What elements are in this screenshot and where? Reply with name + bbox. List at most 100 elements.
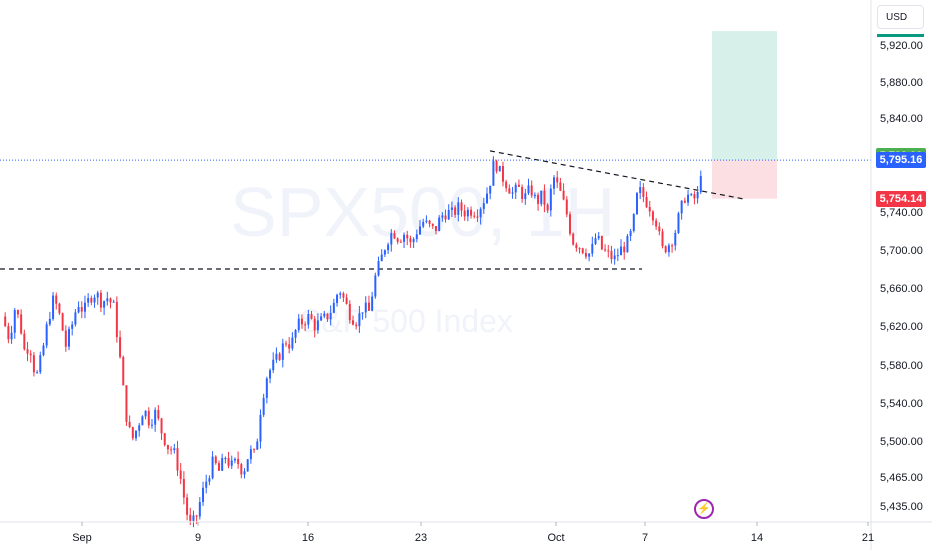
candle-body (498, 165, 501, 172)
candle-body (336, 294, 339, 303)
candle-body (390, 233, 393, 245)
candle-body (208, 478, 211, 482)
candle-body (393, 233, 396, 239)
candle-body (157, 409, 160, 419)
currency-button[interactable]: USD (877, 5, 924, 29)
candle-body (13, 310, 16, 333)
candle-body (221, 458, 224, 471)
candle-body (230, 460, 233, 466)
candle-body (313, 318, 316, 331)
candle-body (300, 318, 303, 325)
candle-body (642, 187, 645, 198)
time-tick-label: 7 (642, 532, 648, 544)
price-axis[interactable]: 5,920.00 5,880.00 5,840.00 5,740.00 5,700.00… (880, 40, 923, 513)
candle-body (198, 502, 201, 517)
candle-body (387, 244, 390, 251)
candle-body (32, 355, 35, 373)
candle-body (103, 301, 106, 308)
candle-body (323, 313, 326, 317)
candle-body (249, 449, 252, 460)
watermark: SPX500, 1H S&P 500 Index (230, 173, 615, 339)
candle-body (128, 421, 131, 428)
candle-body (565, 199, 568, 215)
candle-body (96, 292, 99, 298)
candle-body (265, 378, 268, 398)
candle-body (138, 425, 141, 431)
candles[interactable] (4, 156, 702, 528)
candle-body (99, 292, 102, 308)
candle-body (568, 214, 571, 234)
candle-body (310, 313, 313, 319)
price-tick-label: 5,700.00 (880, 245, 923, 257)
candle-body (562, 190, 565, 200)
candle-body (45, 324, 48, 346)
candle-body (39, 355, 42, 373)
candle-body (546, 204, 549, 211)
candle-body (205, 481, 208, 488)
candle-body (281, 343, 284, 360)
long-position-box[interactable] (712, 31, 777, 199)
candle-body (648, 206, 651, 212)
resistance-trendline[interactable] (489, 150, 744, 200)
candle-body (521, 186, 524, 200)
candle-body (492, 161, 495, 186)
candle-body (696, 191, 699, 199)
candle-body (664, 246, 667, 253)
candle-body (671, 245, 674, 247)
last-price-tag: 5,795.16 (876, 152, 926, 169)
candle-body (147, 410, 150, 426)
candle-body (36, 372, 39, 374)
candle-body (431, 223, 434, 226)
candle-body (77, 307, 80, 313)
candle-body (651, 211, 654, 221)
candle-body (514, 184, 517, 193)
time-axis[interactable]: Sep 9 16 23 Oct 7 14 21 (72, 522, 874, 544)
candle-body (549, 188, 552, 211)
candle-body (87, 298, 90, 303)
candle-body (533, 194, 536, 196)
candle-body (224, 458, 227, 460)
candle-body (693, 194, 696, 199)
candle-body (16, 310, 19, 315)
candle-body (189, 514, 192, 521)
candle-body (399, 241, 402, 243)
candle-body (348, 303, 351, 321)
candle-body (460, 202, 463, 211)
time-tick-label: 23 (415, 532, 427, 544)
candle-body (482, 203, 485, 210)
candle-body (463, 210, 466, 217)
candle-body (412, 239, 415, 243)
profit-zone[interactable] (712, 31, 777, 161)
price-tick-label: 5,920.00 (880, 40, 923, 52)
lightning-icon[interactable]: ⚡ (694, 499, 714, 519)
candle-body (68, 328, 71, 347)
candle-body (358, 313, 361, 327)
candle-body (361, 312, 364, 314)
candle-body (559, 182, 562, 191)
candle-body (170, 449, 173, 451)
candle-body (409, 238, 412, 243)
candle-body (202, 487, 205, 503)
candle-body (406, 234, 409, 239)
candle-body (447, 209, 450, 220)
candle-body (275, 353, 278, 360)
time-tick-label: 14 (751, 532, 763, 544)
candle-body (166, 444, 169, 450)
candle-body (64, 330, 67, 347)
candle-body (272, 359, 275, 371)
candle-body (316, 320, 319, 331)
time-tick-label: 21 (862, 532, 874, 544)
drawing-lines[interactable] (0, 150, 871, 270)
candle-body (623, 246, 626, 253)
candle-body (537, 194, 540, 204)
candle-body (607, 250, 610, 252)
candle-body (55, 295, 58, 304)
candle-body (371, 296, 374, 311)
candle-body (441, 215, 444, 218)
candle-body (613, 255, 616, 260)
candle-body (182, 478, 185, 498)
candle-body (620, 246, 623, 256)
loss-zone[interactable] (712, 160, 777, 199)
